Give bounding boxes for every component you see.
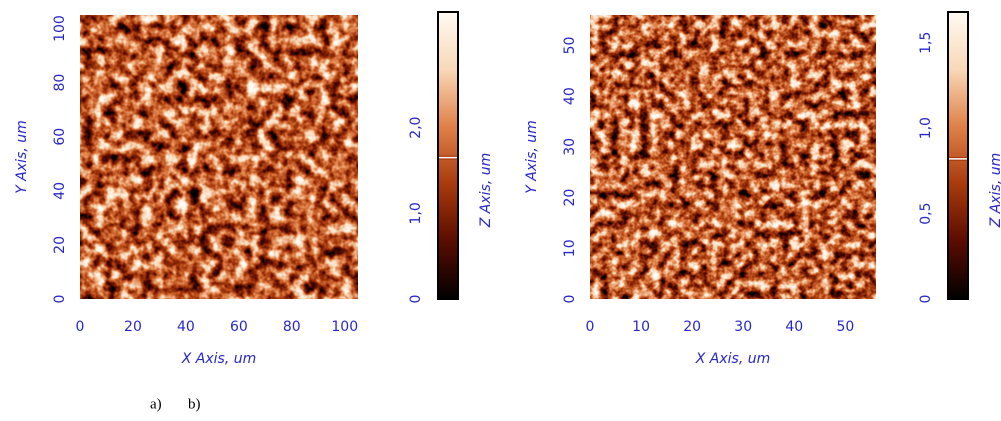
z-axis-label: Z Axis, um <box>478 153 494 229</box>
y-tick-label: 10 <box>562 239 578 257</box>
y-tick-label: 40 <box>52 182 68 200</box>
colorbar <box>947 11 969 300</box>
z-tick-label: 0,5 <box>918 202 934 224</box>
y-tick-label: 20 <box>562 189 578 207</box>
y-axis-label: Y Axis, um <box>14 120 30 193</box>
x-tick-label: 60 <box>230 319 248 335</box>
x-tick-label: 40 <box>785 319 803 335</box>
z-tick-label: 1,5 <box>918 32 934 54</box>
x-tick-label: 30 <box>734 319 752 335</box>
y-tick-label: 0 <box>562 295 578 304</box>
y-tick-label: 40 <box>562 87 578 105</box>
z-tick-label: 2,0 <box>408 117 424 139</box>
z-tick-label: 1,0 <box>408 202 424 224</box>
x-tick-label: 10 <box>632 319 650 335</box>
y-axis-label: Y Axis, um <box>524 120 540 193</box>
x-tick-label: 40 <box>177 319 195 335</box>
caption: a) <box>150 396 162 412</box>
colorbar <box>437 11 459 300</box>
x-tick-label: 0 <box>76 319 85 335</box>
y-tick-label: 30 <box>562 138 578 156</box>
z-tick-label: 0 <box>918 295 934 304</box>
y-tick-label: 100 <box>52 15 68 42</box>
z-tick-label: 0 <box>408 295 424 304</box>
z-tick-label: 1,0 <box>918 117 934 139</box>
y-tick-label: 50 <box>562 37 578 55</box>
x-tick-label: 20 <box>124 319 142 335</box>
afm-image <box>590 15 876 299</box>
x-axis-label: X Axis, um <box>181 351 257 367</box>
x-tick-label: 0 <box>586 319 595 335</box>
x-axis-label: X Axis, um <box>695 351 771 367</box>
caption: b) <box>188 396 201 412</box>
afm-image <box>80 15 358 299</box>
x-tick-label: 50 <box>836 319 854 335</box>
z-axis-label: Z Axis, um <box>988 153 1001 229</box>
x-tick-label: 80 <box>283 319 301 335</box>
y-tick-label: 0 <box>52 295 68 304</box>
y-tick-label: 20 <box>52 236 68 254</box>
y-tick-label: 60 <box>52 128 68 146</box>
x-tick-label: 20 <box>683 319 701 335</box>
x-tick-label: 100 <box>331 319 358 335</box>
y-tick-label: 80 <box>52 74 68 92</box>
